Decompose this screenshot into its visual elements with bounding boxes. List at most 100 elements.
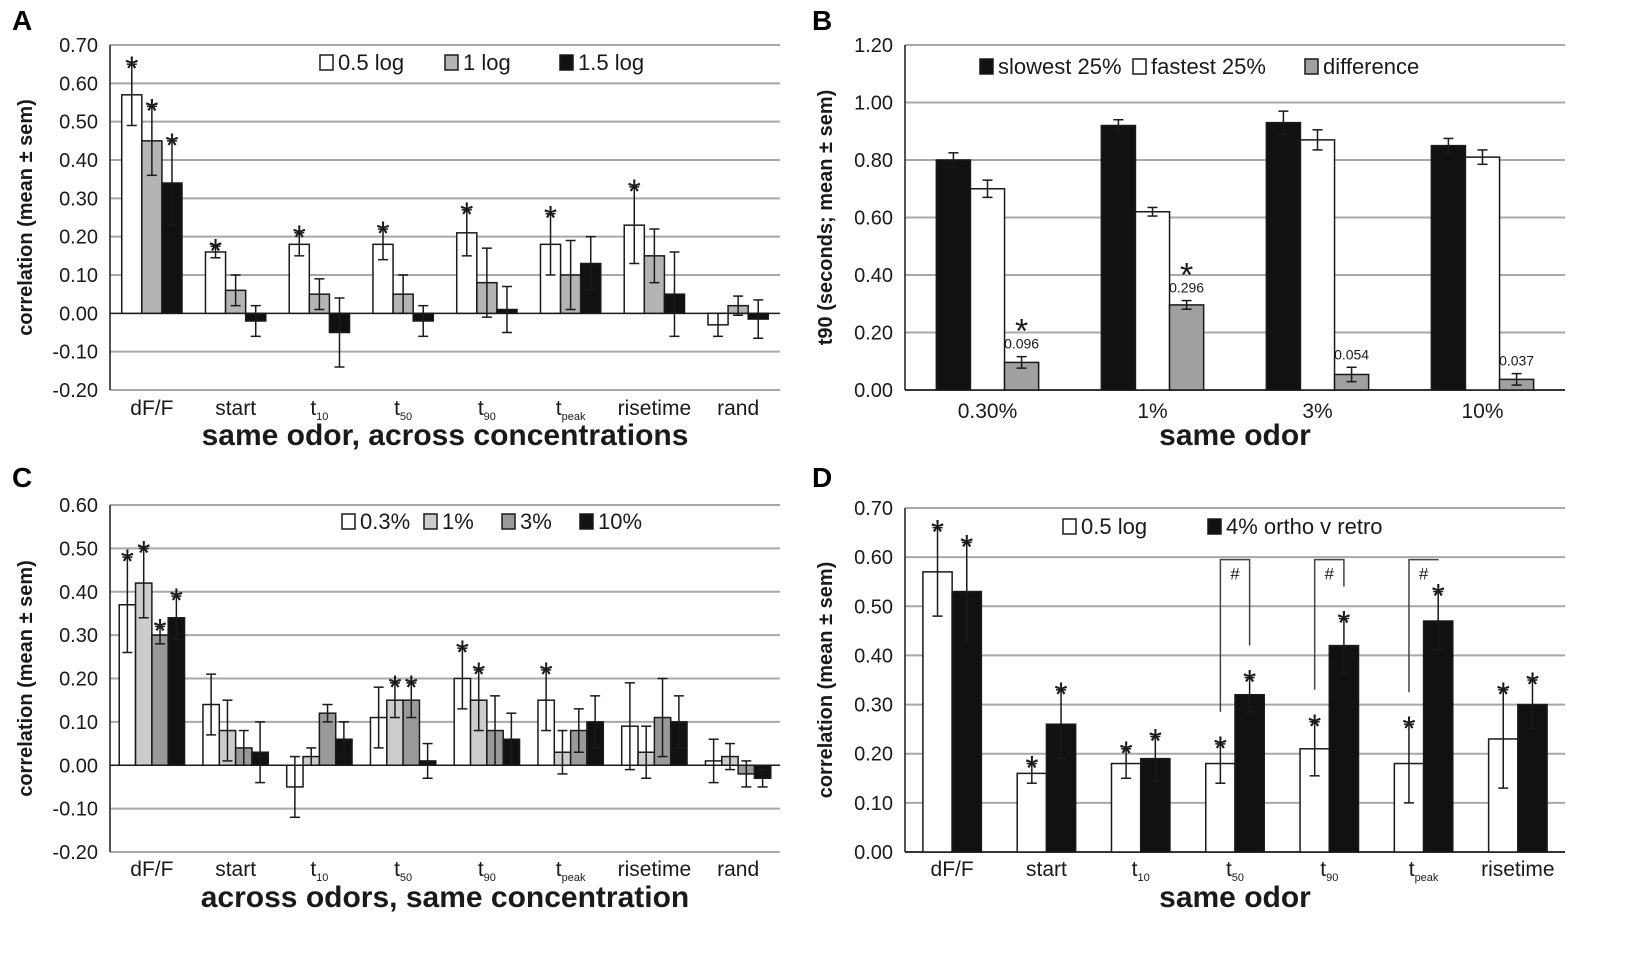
panel-letter: A (12, 5, 32, 36)
bar (1431, 146, 1465, 390)
y-tick-label: -0.20 (52, 380, 98, 402)
legend-swatch (424, 514, 437, 529)
category-label: t90 (478, 397, 496, 423)
bar (1135, 212, 1169, 390)
y-tick-label: 0.10 (59, 265, 98, 287)
significance-star: * (1402, 710, 1415, 748)
y-axis-label: t90 (seconds; mean ± sem) (815, 90, 837, 346)
bar (1266, 123, 1300, 390)
y-tick-label: 0.00 (854, 842, 893, 864)
y-tick-label: 1.20 (854, 35, 893, 57)
significance-star: * (170, 582, 183, 620)
y-tick-label: 0.30 (59, 188, 98, 210)
y-tick-label: 0.00 (59, 303, 98, 325)
significance-hash: # (1230, 565, 1240, 584)
significance-star: * (1015, 313, 1028, 351)
significance-star: * (544, 200, 557, 238)
y-tick-label: 0.40 (854, 265, 893, 287)
significance-star: * (137, 534, 150, 572)
category-label: tpeak (1409, 858, 1439, 884)
legend-swatch (320, 55, 333, 70)
significance-star: * (1149, 723, 1162, 761)
significance-star: * (628, 173, 641, 211)
y-tick-label: 0.00 (854, 380, 893, 402)
legend-label: 1 log (463, 50, 511, 75)
bar (1329, 646, 1358, 852)
legend-label: slowest 25% (998, 54, 1122, 79)
legend-swatch (1063, 519, 1076, 534)
significance-star: * (1119, 735, 1132, 773)
legend-swatch (445, 55, 458, 70)
panel-letter: B (812, 5, 832, 36)
significance-star: * (960, 528, 973, 566)
y-tick-label: 0.30 (59, 625, 98, 647)
legend-label: 0.5 log (1081, 514, 1147, 539)
panel-b: B 0.00 0.20 0.40 0.60 0.80 1.00 1.20 t90 (second… (812, 5, 1565, 452)
category-label: risetime (618, 397, 692, 420)
category-label: risetime (618, 858, 692, 881)
bar (1300, 140, 1334, 390)
category-label: rand (717, 858, 759, 881)
bar (1101, 126, 1135, 391)
y-tick-label: 0.00 (59, 755, 98, 777)
x-axis-label: same odor (1159, 419, 1311, 452)
legend-label: 0.3% (360, 509, 410, 534)
y-tick-label: 0.80 (854, 150, 893, 172)
category-label: start (215, 858, 256, 881)
panel-a: A -0.20 -0.10 0.00 0.10 0.20 0.30 0.40 0.50 0.60 0… (12, 5, 780, 452)
bar (1465, 157, 1499, 390)
category-label: 1% (1137, 400, 1167, 423)
category-label: 0.30% (958, 400, 1018, 423)
significance-star: * (1214, 730, 1227, 768)
significance-star: * (153, 612, 166, 650)
y-tick-label: 0.20 (59, 669, 98, 691)
significance-star: * (456, 634, 469, 672)
significance-star: * (388, 669, 401, 707)
category-label: t50 (1226, 858, 1244, 884)
category-label: tpeak (556, 858, 586, 884)
y-tick-label: 0.20 (59, 227, 98, 249)
category-label: risetime (1481, 858, 1555, 881)
category-label: tpeak (556, 397, 586, 423)
significance-star: * (165, 127, 178, 165)
y-tick-label: 0.50 (59, 538, 98, 560)
category-label: dF/F (130, 858, 173, 881)
y-tick-label: 0.40 (854, 645, 893, 667)
significance-hash: # (1419, 565, 1429, 584)
legend-label: 1% (442, 509, 474, 534)
category-label: t50 (394, 858, 412, 884)
bar (122, 95, 142, 314)
y-tick-label: 0.30 (854, 695, 893, 717)
category-label: t10 (310, 858, 328, 884)
x-axis-label: across odors, same concentration (201, 881, 690, 914)
panel-letter: C (12, 462, 32, 493)
bar (1235, 695, 1264, 852)
bar (1170, 305, 1204, 390)
bar (936, 160, 970, 390)
y-tick-label: 0.10 (854, 793, 893, 815)
legend-label: 3% (520, 509, 552, 534)
x-axis-label: same odor (1159, 881, 1311, 914)
significance-star: * (145, 92, 158, 130)
bar (970, 189, 1004, 390)
category-label: 3% (1302, 400, 1332, 423)
y-axis-label: correlation (mean ± sem) (15, 99, 37, 336)
significance-star: * (1526, 666, 1539, 704)
legend-swatch (1208, 519, 1221, 534)
legend-swatch (1133, 59, 1146, 74)
significance-hash: # (1325, 565, 1335, 584)
category-label: dF/F (931, 858, 974, 881)
category-label: t90 (478, 858, 496, 884)
legend-swatch (502, 514, 515, 529)
y-tick-label: 1.00 (854, 93, 893, 115)
significance-star: * (1432, 578, 1445, 616)
panel-c: C-0.20-0.100.000.100.200.300.400.500.60c… (12, 462, 780, 914)
significance-star: * (1308, 708, 1321, 746)
significance-star: * (1054, 676, 1067, 714)
bar (1424, 621, 1453, 852)
category-label: start (1026, 858, 1067, 881)
y-tick-label: 0.20 (854, 323, 893, 345)
category-label: t50 (394, 397, 412, 423)
y-tick-label: 0.60 (854, 547, 893, 569)
significance-star: * (125, 50, 138, 88)
